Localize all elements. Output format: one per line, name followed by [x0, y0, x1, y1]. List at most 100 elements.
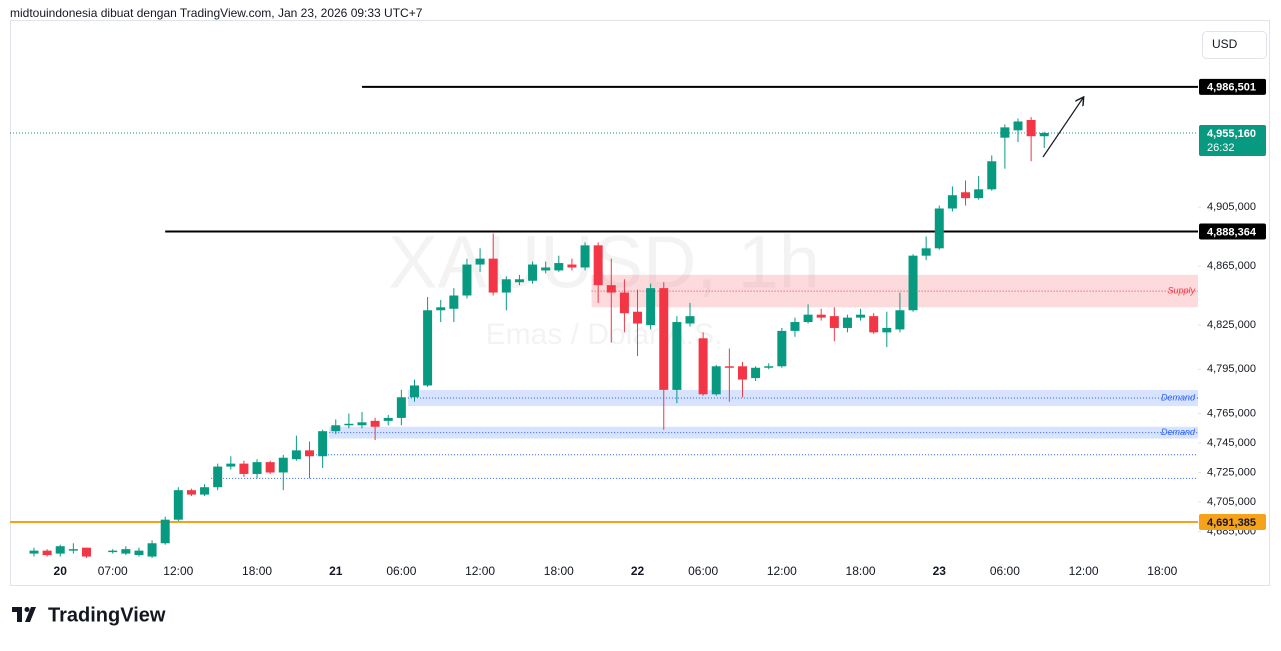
- y-tick-label: 4,825,000: [1207, 319, 1256, 331]
- candle-body: [42, 550, 52, 556]
- candle-body: [541, 267, 551, 271]
- candle-body: [934, 208, 944, 249]
- candle-body: [383, 417, 393, 421]
- candle-body: [803, 314, 813, 323]
- x-tick-label: 07:00: [98, 564, 128, 578]
- y-tick-label: 4,765,000: [1207, 407, 1256, 419]
- candle-body: [567, 264, 577, 268]
- candle-body: [869, 316, 879, 333]
- candle-body: [160, 519, 170, 544]
- candle-body: [291, 450, 301, 460]
- logo-icon: [12, 607, 36, 622]
- candle-body: [55, 546, 65, 554]
- candle-body: [213, 466, 223, 488]
- x-tick-label: 18:00: [544, 564, 574, 578]
- candle-body: [764, 366, 774, 368]
- last-price-label: 4,955,160: [1207, 128, 1256, 140]
- watermark-description: Emas / Dolar A.S.: [486, 318, 723, 351]
- candle-body: [68, 549, 78, 551]
- candle-body: [449, 295, 459, 309]
- candle-body: [501, 279, 511, 293]
- candle-body: [409, 385, 419, 398]
- candle-body: [200, 487, 210, 495]
- x-tick-label: 12:00: [767, 564, 797, 578]
- currency-button-label[interactable]: USD: [1212, 37, 1238, 51]
- candle-body: [633, 311, 643, 324]
- candle-body: [436, 307, 446, 311]
- candle-body: [370, 420, 380, 427]
- currency-button[interactable]: USD: [1202, 31, 1267, 59]
- footer-logo: TradingView: [12, 604, 166, 626]
- x-tick-label: 18:00: [1147, 564, 1177, 578]
- logo-text: TradingView: [48, 604, 166, 626]
- candle-body: [659, 288, 669, 390]
- candle-body: [121, 549, 131, 554]
- header-text: midtouindonesia dibuat dengan TradingVie…: [10, 6, 423, 20]
- candle-body: [173, 490, 183, 520]
- y-tick-label: 4,705,000: [1207, 496, 1256, 508]
- candle-body: [698, 338, 708, 395]
- candle-body: [921, 248, 931, 256]
- levels: [10, 85, 1198, 524]
- zones: Supply Demand Demand: [211, 274, 1198, 479]
- candle-body: [528, 264, 538, 281]
- x-tick-label: 18:00: [242, 564, 272, 578]
- candle-body: [790, 322, 800, 331]
- level-label: 4,888,364: [1207, 226, 1257, 238]
- candle-body: [829, 316, 839, 328]
- level-label-box: [1199, 223, 1266, 240]
- last-price-box: [1199, 125, 1266, 157]
- candle-body: [29, 550, 39, 554]
- x-tick-label: 06:00: [990, 564, 1020, 578]
- candle-body: [987, 161, 997, 190]
- candle-body: [134, 550, 144, 556]
- watermark: XAUUSD, 1h Emas / Dolar A.S.: [388, 221, 820, 351]
- candle-body: [1039, 133, 1049, 137]
- y-tick-label: 4,865,000: [1207, 260, 1256, 272]
- level-label-box: [1199, 78, 1266, 95]
- candle-body: [1000, 127, 1010, 138]
- candle-body: [856, 314, 866, 318]
- x-tick-label: 12:00: [1069, 564, 1099, 578]
- zone-label: Demand: [1161, 427, 1196, 437]
- candle-body: [305, 450, 315, 457]
- currency-button-box[interactable]: [1202, 31, 1267, 59]
- candle-body: [147, 543, 157, 557]
- candle-body: [344, 423, 354, 426]
- candle-body: [593, 245, 603, 286]
- y-tick-label: 4,725,000: [1207, 466, 1256, 478]
- candle-body: [711, 366, 721, 395]
- candle-body: [331, 425, 341, 432]
- candle-body: [751, 367, 761, 379]
- level-label: 4,986,501: [1207, 82, 1256, 94]
- y-tick-label: 4,905,000: [1207, 201, 1256, 213]
- chart-frame: [10, 20, 1270, 586]
- x-tick-label: 23: [933, 564, 947, 578]
- candle-body: [226, 463, 236, 467]
- candle-body: [606, 285, 616, 293]
- candle-body: [842, 317, 852, 328]
- candle-body: [672, 322, 682, 390]
- x-tick-label: 12:00: [163, 564, 193, 578]
- candle-body: [488, 258, 498, 293]
- x-tick-label: 12:00: [465, 564, 495, 578]
- candles: [29, 117, 1049, 559]
- x-tick-label: 21: [329, 564, 343, 578]
- x-tick-label: 22: [631, 564, 645, 578]
- zone-label: Demand: [1161, 392, 1196, 402]
- candle-body: [423, 310, 433, 386]
- candle-body: [685, 316, 695, 324]
- zone-label: Supply: [1167, 285, 1195, 295]
- candle-body: [908, 255, 918, 311]
- candle-body: [895, 310, 905, 330]
- zone: [407, 389, 1198, 407]
- candle-body: [318, 431, 328, 457]
- candle-body: [186, 490, 196, 495]
- level-label-box: [1199, 514, 1266, 531]
- candle-body: [514, 279, 524, 283]
- candle-body: [646, 288, 656, 325]
- logo-dot: [24, 607, 30, 612]
- y-tick-label: 4,795,000: [1207, 363, 1256, 375]
